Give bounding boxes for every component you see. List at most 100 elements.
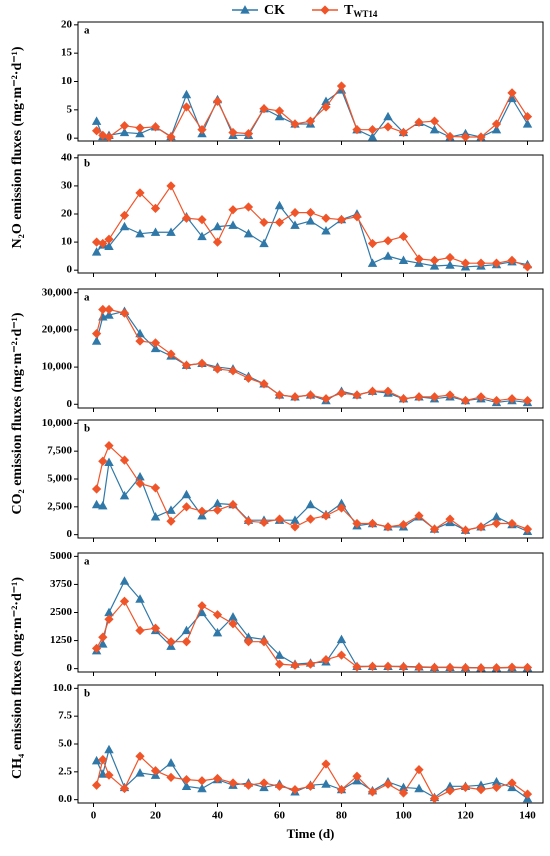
marker [367, 661, 378, 672]
marker [507, 255, 517, 265]
marker [460, 258, 471, 268]
marker [383, 661, 393, 672]
marker [352, 662, 362, 672]
marker [119, 783, 130, 794]
marker [383, 386, 393, 396]
marker [398, 394, 409, 404]
marker [197, 776, 207, 786]
marker [274, 111, 285, 121]
x-tick-label: 100 [395, 810, 412, 822]
marker [166, 772, 176, 783]
marker [367, 518, 378, 529]
marker [367, 125, 378, 135]
marker [104, 132, 114, 142]
marker [460, 525, 471, 535]
marker [429, 255, 440, 265]
marker [150, 343, 161, 353]
marker [445, 252, 455, 263]
marker [398, 520, 409, 530]
y-tick-label: 2,500 [47, 500, 72, 512]
marker [104, 310, 114, 319]
marker [135, 768, 145, 777]
marker [507, 662, 517, 672]
y-axis-label: CH₄ emission fluxes (mg·m⁻²·d⁻¹) [10, 577, 25, 779]
marker [305, 116, 316, 126]
legend-label: TWT14 [344, 3, 378, 19]
marker [259, 217, 269, 228]
marker [150, 766, 161, 776]
panel-label: a [84, 292, 90, 304]
marker [181, 489, 192, 499]
marker [491, 663, 502, 673]
plot-frame [77, 552, 544, 673]
panel-label: a [84, 556, 90, 568]
marker [197, 783, 207, 793]
marker [336, 81, 347, 91]
marker [491, 395, 502, 406]
marker [91, 336, 102, 345]
panel-label: a [84, 25, 90, 37]
x-tick-label: 120 [457, 810, 474, 822]
marker [243, 373, 254, 383]
y-tick-label: 15 [61, 47, 73, 59]
marker [212, 237, 223, 247]
y-tick-label: 20 [61, 18, 73, 30]
marker [243, 516, 254, 526]
marker [274, 514, 285, 524]
marker [398, 255, 409, 265]
marker [228, 220, 238, 229]
panel-label: b [84, 158, 90, 170]
marker [305, 499, 316, 509]
marker [491, 124, 502, 134]
marker [212, 627, 223, 637]
marker [135, 594, 145, 603]
marker [274, 650, 285, 659]
marker [243, 202, 254, 212]
series-line [96, 84, 529, 138]
marker [383, 522, 393, 532]
marker [104, 241, 114, 250]
marker [305, 390, 316, 400]
marker [119, 210, 130, 221]
marker [305, 781, 316, 791]
marker [429, 524, 440, 534]
marker [445, 390, 455, 400]
marker [228, 619, 238, 629]
marker [259, 778, 269, 788]
marker [336, 785, 347, 795]
marker [150, 338, 161, 348]
marker [104, 440, 114, 451]
y-tick-label: 10 [61, 236, 73, 248]
marker [352, 390, 362, 400]
marker [398, 231, 409, 242]
marker [104, 304, 114, 315]
y-tick-label: 20,000 [42, 323, 73, 335]
y-tick-label: 30 [61, 179, 73, 191]
marker [476, 663, 486, 673]
x-tick-label: 0 [91, 810, 97, 822]
marker [367, 258, 378, 267]
marker [104, 457, 114, 466]
marker [91, 116, 102, 125]
marker [166, 227, 176, 236]
marker [321, 759, 331, 769]
marker [290, 220, 300, 229]
marker [522, 789, 533, 799]
y-tick-label: 0 [67, 398, 73, 410]
marker [228, 499, 238, 510]
marker [166, 758, 176, 767]
marker [274, 217, 285, 228]
marker [181, 781, 192, 790]
marker [429, 392, 440, 402]
marker [460, 395, 471, 406]
marker [321, 394, 331, 404]
marker [305, 659, 316, 669]
marker [305, 514, 316, 524]
marker [476, 785, 486, 795]
y-tick-label: 3750 [50, 578, 73, 590]
marker [429, 116, 440, 126]
y-axis-label: CO₂ emission fluxes (mg·m⁻²·d⁻¹) [10, 312, 25, 514]
marker [91, 643, 102, 654]
marker [135, 751, 145, 761]
